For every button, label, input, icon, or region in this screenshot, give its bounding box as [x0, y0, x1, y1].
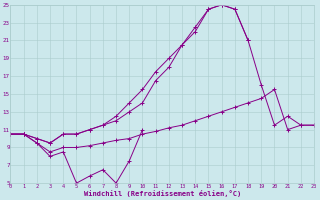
X-axis label: Windchill (Refroidissement éolien,°C): Windchill (Refroidissement éolien,°C) — [84, 190, 241, 197]
